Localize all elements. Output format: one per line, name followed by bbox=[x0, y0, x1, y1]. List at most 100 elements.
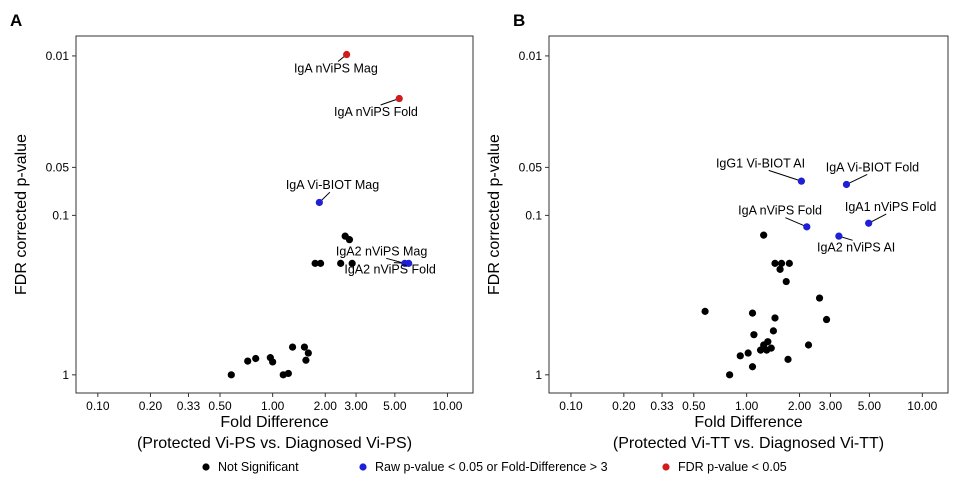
data-point-raw bbox=[315, 198, 323, 207]
data-point-ns bbox=[269, 358, 277, 366]
legend-label: Raw p-value < 0.05 or Fold-Difference > … bbox=[375, 460, 608, 474]
data-point-ns bbox=[288, 343, 297, 351]
y-axis-title: FDR corrected p-value bbox=[13, 134, 30, 295]
panel-b: B 0.10 0.20 0.33 0.50 1.00 2.00 3.00 5.00 10.00 0.… bbox=[486, 11, 949, 452]
data-point-ns bbox=[777, 259, 786, 267]
point-annotation: IgA nViPS Fold bbox=[334, 105, 418, 119]
data-point-ns bbox=[756, 346, 765, 354]
point-annotation: IgA Vi-BIOT Mag bbox=[286, 178, 379, 192]
data-point-ns bbox=[782, 277, 790, 286]
data-point-ns bbox=[744, 349, 752, 357]
y-tick-label: 0.05 bbox=[519, 160, 543, 174]
data-point-ns bbox=[304, 349, 312, 357]
x-axis-title: Fold Difference bbox=[694, 414, 802, 431]
x-tick-label: 5.00 bbox=[383, 399, 407, 413]
data-point-ns bbox=[784, 355, 792, 363]
y-tick-label: 0.05 bbox=[46, 160, 70, 174]
data-point-ns bbox=[815, 294, 824, 302]
legend-marker bbox=[359, 463, 367, 471]
point-annotation: IgA1 nViPS Fold bbox=[845, 200, 937, 214]
y-tick-label: 1 bbox=[62, 368, 69, 382]
data-point-ns bbox=[822, 315, 831, 324]
y-tick-label: 0.01 bbox=[519, 49, 543, 63]
data-point-ns bbox=[300, 343, 309, 351]
data-point-raw bbox=[835, 232, 843, 240]
point-annotation: IgG1 Vi-BIOT AI bbox=[716, 156, 805, 170]
x-tick-label: 2.00 bbox=[314, 399, 338, 413]
point-annotation: IgA Vi-BIOT Fold bbox=[826, 160, 919, 174]
data-point-ns bbox=[316, 259, 325, 267]
y-tick-label: 0.1 bbox=[52, 208, 69, 222]
point-annotation: IgA nViPS Mag bbox=[294, 61, 378, 75]
x-tick-label: 3.00 bbox=[819, 399, 843, 413]
data-point-ns bbox=[726, 371, 734, 379]
data-point-ns bbox=[252, 354, 260, 363]
annotation-leader bbox=[768, 169, 802, 182]
data-point-ns bbox=[311, 259, 319, 267]
x-tick-label: 3.00 bbox=[344, 399, 368, 413]
y-tick-label: 1 bbox=[535, 368, 542, 382]
data-point-raw bbox=[865, 219, 873, 227]
data-point-ns bbox=[767, 344, 775, 352]
x-axis-subtitle: (Protected Vi-TT vs. Diagnosed Vi-TT) bbox=[613, 435, 884, 452]
data-point-ns bbox=[701, 307, 709, 315]
point-annotation: IgA2 nViPS Mag bbox=[336, 244, 428, 258]
data-point-ns bbox=[748, 363, 757, 371]
data-point-ns bbox=[750, 331, 758, 339]
x-tick-label: 5.00 bbox=[858, 399, 882, 413]
panel-label: B bbox=[513, 11, 525, 30]
y-tick-label: 0.1 bbox=[525, 208, 542, 222]
point-annotation: IgA nViPS Fold bbox=[738, 204, 822, 218]
data-point-ns bbox=[748, 309, 757, 317]
x-axis-subtitle: (Protected Vi-PS vs. Diagnosed Vi-PS) bbox=[137, 435, 412, 452]
legend: Not Significant Raw p-value < 0.05 or Fol… bbox=[202, 460, 787, 474]
data-point-ns bbox=[771, 259, 779, 267]
point-annotation: IgA2 nViPS AI bbox=[817, 240, 895, 254]
x-tick-label: 0.33 bbox=[650, 399, 674, 413]
x-tick-label: 0.33 bbox=[177, 399, 201, 413]
legend-marker bbox=[202, 463, 210, 471]
x-tick-label: 2.00 bbox=[788, 399, 812, 413]
x-tick-label: 0.20 bbox=[612, 399, 636, 413]
data-point-ns bbox=[345, 236, 354, 244]
data-point-ns bbox=[302, 356, 310, 364]
annotation-leader bbox=[846, 173, 868, 185]
data-point-ns bbox=[804, 341, 813, 349]
data-point-ns bbox=[348, 259, 356, 267]
data-point-ns bbox=[736, 352, 744, 360]
x-tick-label: 0.20 bbox=[139, 399, 163, 413]
data-point-raw bbox=[405, 259, 413, 267]
data-point-raw bbox=[797, 177, 806, 185]
data-point-raw bbox=[803, 223, 811, 231]
data-point-ns bbox=[337, 259, 345, 267]
x-tick-label: 0.10 bbox=[86, 399, 110, 413]
legend-marker bbox=[662, 463, 670, 471]
x-tick-label: 1.00 bbox=[261, 399, 285, 413]
data-point-ns bbox=[785, 259, 793, 267]
data-point-ns bbox=[244, 357, 252, 365]
panel-label: A bbox=[10, 11, 22, 30]
legend-label: FDR p-value < 0.05 bbox=[678, 460, 787, 474]
data-point-ns bbox=[760, 231, 768, 239]
data-point-ns bbox=[227, 371, 235, 379]
data-point-ns bbox=[769, 327, 777, 335]
y-axis-title: FDR corrected p-value bbox=[486, 134, 503, 295]
x-tick-label: 10.00 bbox=[432, 399, 462, 413]
data-point-fdr bbox=[343, 50, 351, 59]
data-point-ns bbox=[284, 369, 292, 378]
x-tick-label: 0.50 bbox=[682, 399, 706, 413]
annotation-leader bbox=[785, 217, 807, 228]
panel-a: A 0.10 0.20 0.33 0.50 1.00 2.00 3.00 5.00 10.00 0.… bbox=[10, 11, 474, 452]
data-point-ns bbox=[776, 265, 784, 273]
x-tick-label: 1.00 bbox=[735, 399, 759, 413]
plot-frame bbox=[75, 35, 474, 394]
data-point-raw bbox=[842, 180, 851, 189]
x-tick-label: 0.10 bbox=[559, 399, 583, 413]
y-tick-label: 0.01 bbox=[46, 49, 70, 63]
point-annotation: IgA2 nViPS Fold bbox=[344, 263, 436, 277]
x-axis-title: Fold Difference bbox=[220, 414, 328, 431]
x-tick-label: 0.50 bbox=[208, 399, 232, 413]
legend-label: Not Significant bbox=[218, 460, 299, 474]
plot-frame bbox=[548, 35, 949, 394]
